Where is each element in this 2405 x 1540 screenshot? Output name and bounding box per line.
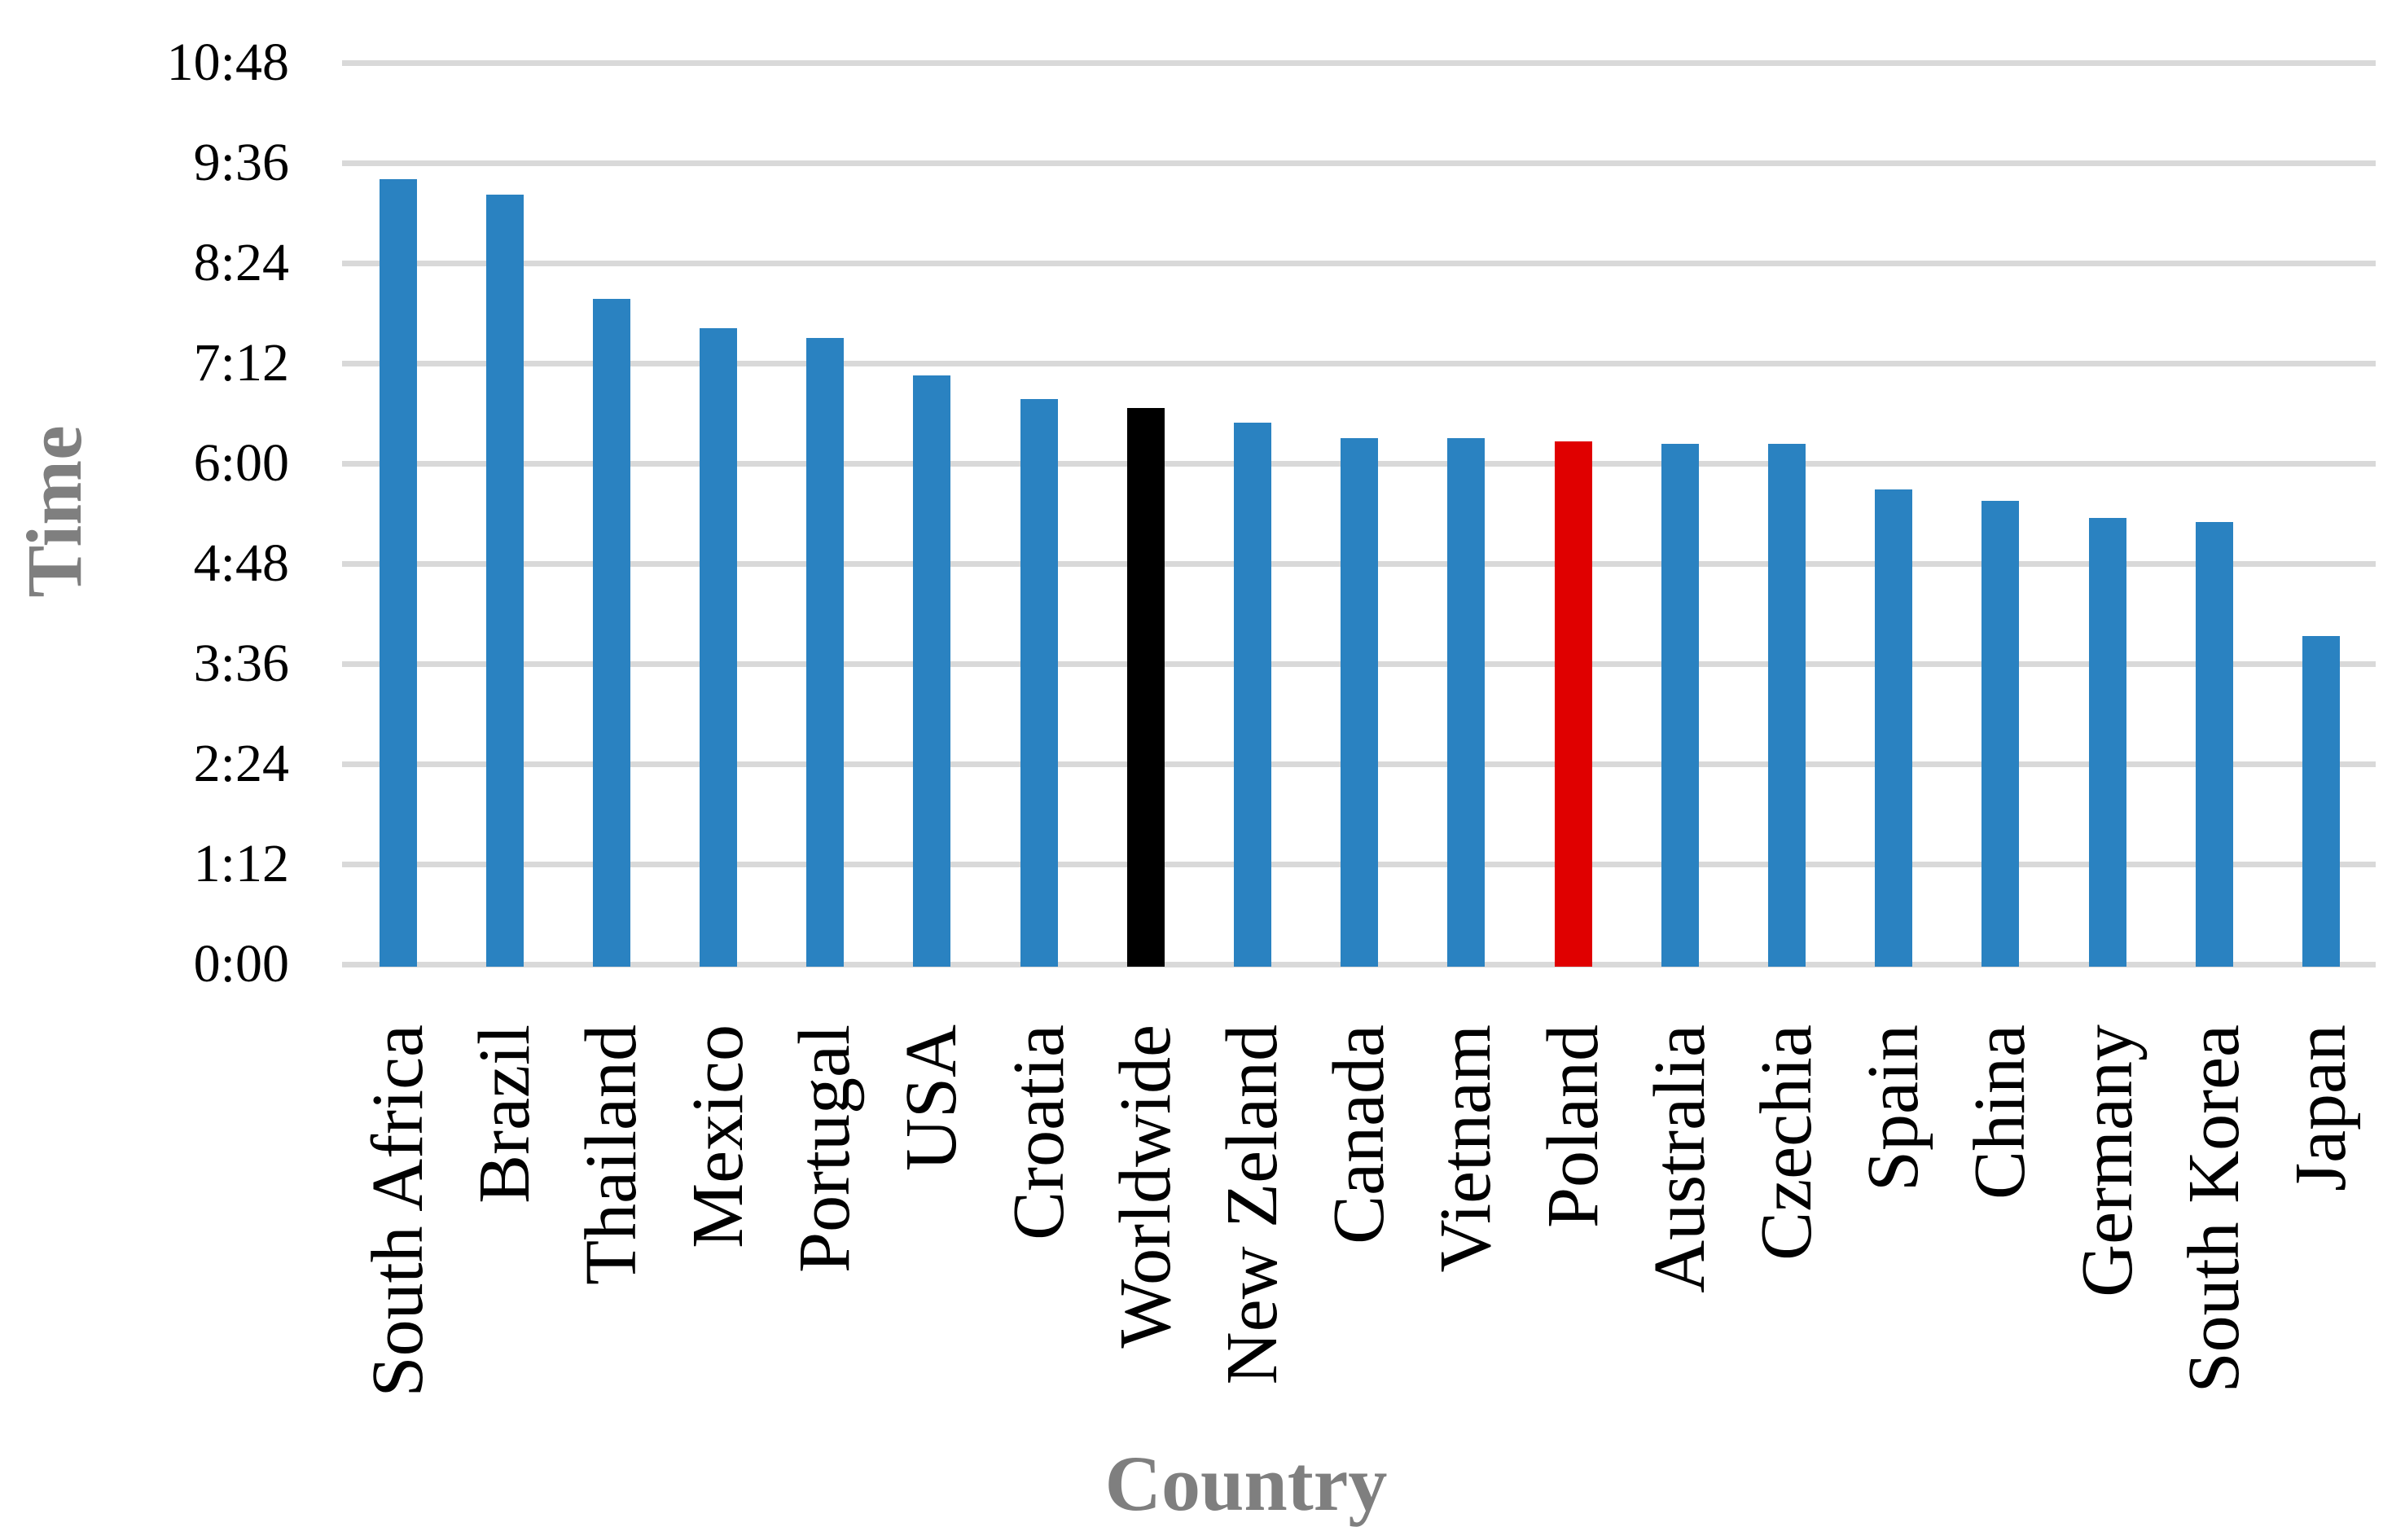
x-label-poland: Poland [1533,1024,1613,1229]
x-label-china: China [1960,1024,2040,1200]
y-tick-label: 6:00 [193,433,289,493]
x-label-worldwide: Worldwide [1105,1024,1186,1349]
x-label-thailand: Thailand [571,1024,652,1285]
bar-south-korea [2196,522,2233,967]
x-label-canada: Canada [1319,1024,1399,1244]
x-label-brazil: Brazil [464,1024,545,1204]
y-tick-label: 8:24 [193,233,289,292]
x-label-south-africa: South Africa [358,1024,438,1397]
y-tick-label: 9:36 [193,133,289,192]
gridline-7:12 [342,361,2376,366]
bar-brazil [486,195,524,967]
x-label-australia: Australia [1639,1024,1720,1293]
gridline-8:24 [342,261,2376,266]
x-label-czechia: Czechia [1746,1024,1827,1261]
x-label-south-korea: South Korea [2174,1024,2254,1393]
x-label-new-zeland: New Zeland [1212,1024,1292,1385]
y-tick-label: 1:12 [193,834,289,893]
bar-portugal [806,338,844,967]
x-label-germany: Germany [2067,1024,2148,1297]
gridline-9:36 [342,160,2376,166]
x-axis-title: Country [1104,1440,1388,1527]
gridline-10:48 [342,60,2376,66]
x-label-vietnam: Vietnam [1425,1024,1506,1273]
y-tick-label: 7:12 [193,333,289,393]
bar-japan [2302,636,2340,967]
bar-usa [913,375,950,967]
y-tick-label: 10:48 [166,33,289,92]
bar-croatia [1020,399,1058,967]
y-tick-label: 3:36 [193,634,289,693]
x-label-portugal: Portugal [784,1024,865,1273]
bar-south-africa [380,179,417,967]
bar-china [1981,501,2019,967]
bar-germany [2089,518,2126,967]
bar-spain [1875,489,1912,967]
x-label-japan: Japan [2280,1024,2361,1191]
x-label-mexico: Mexico [678,1024,758,1248]
x-label-usa: USA [891,1024,972,1172]
bar-czechia [1768,444,1806,967]
y-tick-label: 2:24 [193,734,289,793]
bar-canada [1341,438,1378,967]
y-tick-label: 0:00 [193,934,289,994]
x-label-croatia: Croatia [998,1024,1079,1240]
bar-poland [1555,441,1592,967]
bar-vietnam [1447,438,1485,967]
bar-mexico [700,328,737,967]
x-label-spain: Spain [1853,1024,1933,1192]
bar-australia [1661,444,1699,967]
bar-new-zeland [1234,423,1271,967]
bar-worldwide [1127,408,1165,967]
bar-thailand [593,299,630,967]
y-tick-label: 4:48 [193,533,289,593]
